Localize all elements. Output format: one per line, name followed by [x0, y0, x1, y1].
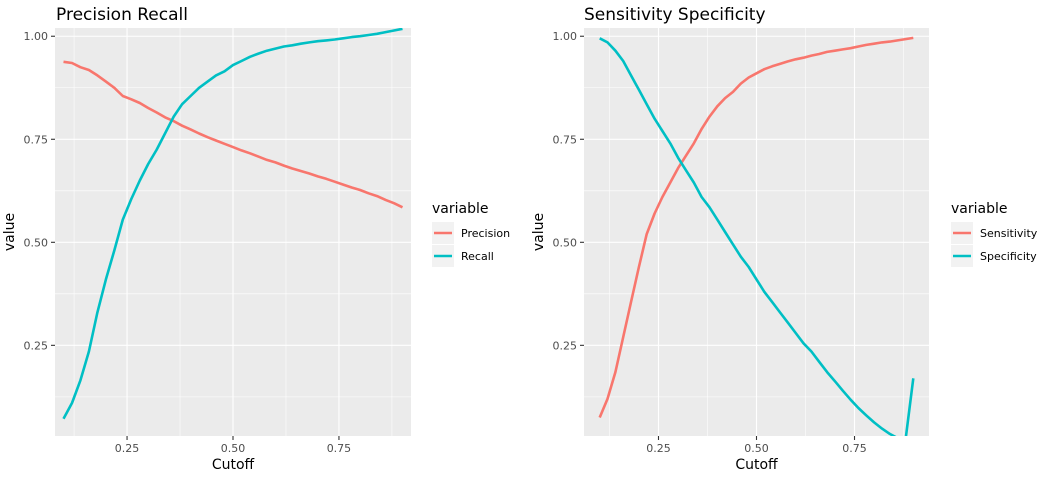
- series-line-sensitivity: [598, 36, 914, 419]
- legend-label-specificity: Specificity: [980, 250, 1037, 263]
- series-line-precision: [63, 60, 404, 209]
- legend-title: variable: [951, 201, 1007, 217]
- x-tick-label: 0.50: [744, 442, 769, 455]
- x-axis-title: Cutoff: [212, 457, 255, 473]
- y-tick-label: 0.50: [24, 236, 49, 249]
- chart-title: Sensitivity Specificity: [584, 5, 766, 25]
- y-tick-label: 0.25: [24, 339, 49, 352]
- x-tick-label: 0.75: [327, 442, 352, 455]
- y-tick-label: 1.00: [24, 30, 49, 43]
- y-tick-label: 0.75: [24, 133, 49, 146]
- y-tick-label: 0.50: [553, 236, 578, 249]
- x-tick-label: 0.75: [842, 442, 867, 455]
- legend-label-precision: Precision: [461, 227, 510, 240]
- series-line-specificity: [599, 37, 915, 436]
- x-tick-label: 0.25: [646, 442, 671, 455]
- x-tick-label: 0.50: [221, 442, 246, 455]
- series-line-recall: [62, 28, 403, 420]
- chart-title: Precision Recall: [56, 5, 188, 25]
- y-axis-title: value: [531, 213, 547, 251]
- legend-label-sensitivity: Sensitivity: [980, 227, 1038, 240]
- y-axis-title: value: [2, 213, 18, 251]
- legend: variable Sensitivity Specificity: [951, 201, 1038, 267]
- y-tick-label: 0.75: [553, 133, 578, 146]
- legend: variable Precision Recall: [432, 201, 510, 267]
- legend-label-recall: Recall: [461, 250, 494, 263]
- chart-2: Sensitivity Specificity 0.25 0.50 0.75 0.25 0…: [531, 5, 1038, 473]
- legend-title: variable: [432, 201, 488, 217]
- x-tick-label: 0.25: [115, 442, 140, 455]
- y-tick-label: 1.00: [553, 30, 578, 43]
- y-tick-label: 0.25: [553, 339, 578, 352]
- chart-1: Precision Recall 0.25 0.50 0.75 0.25 0.50 0.75…: [2, 5, 510, 473]
- x-axis-title: Cutoff: [735, 457, 778, 473]
